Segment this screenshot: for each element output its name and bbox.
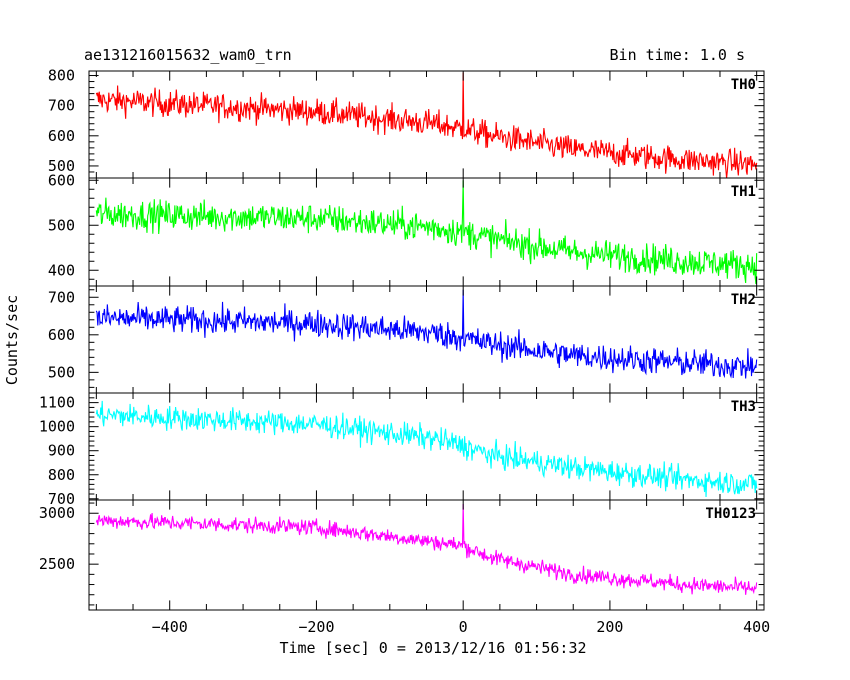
series-line-th1 (95, 180, 758, 285)
panel-label: TH0123 (705, 506, 756, 522)
y-tick-label: 400 (48, 261, 75, 279)
y-tick-label: 1000 (39, 418, 75, 436)
panel-th3: 700 800 900 1000 1100 TH3 (39, 392, 765, 508)
chart-title: ae131216015632_wam0_trn (84, 46, 292, 64)
panel-label: TH0 (731, 77, 756, 93)
y-tick-label: 700 (48, 490, 75, 508)
y-axis-title: Counts/sec (3, 295, 21, 385)
x-tick-label: −400 (152, 618, 188, 636)
y-tick-label: 500 (48, 216, 75, 234)
x-axis-title: Time [sec] 0 = 2013/12/16 01:56:32 (279, 639, 586, 657)
y-tick-label: 800 (48, 466, 75, 484)
x-tick-label: −200 (298, 618, 334, 636)
y-tick-label: 500 (48, 157, 75, 175)
panel-th1: 400 500 600 TH1 (48, 171, 765, 287)
y-tick-label: 800 (48, 67, 75, 85)
series-line-th0123 (95, 504, 758, 595)
panel-frame (88, 177, 765, 287)
y-tick-label: 700 (48, 288, 75, 306)
series-line-th0 (95, 72, 758, 178)
y-tick-label: 500 (48, 363, 75, 381)
y-tick-label: 3000 (39, 504, 75, 522)
x-tick-label: 0 (459, 618, 468, 636)
y-tick-label: 600 (48, 326, 75, 344)
y-tick-label: 1100 (39, 394, 75, 412)
panel-th0123: 2500 3000 TH0123 (39, 499, 765, 611)
panel-th0: 500 600 700 800 TH0 (48, 67, 765, 179)
panel-frame (88, 285, 765, 394)
panel-th2: 500 600 700 TH2 (48, 285, 765, 394)
y-tick-label: 2500 (39, 555, 75, 573)
y-tick-label: 700 (48, 97, 75, 115)
panel-label: TH1 (731, 184, 756, 200)
y-tick-label: 600 (48, 127, 75, 145)
x-tick-label: 400 (743, 618, 770, 636)
panel-frame (88, 499, 765, 611)
x-tick-labels: −400 −200 0 200 400 (152, 618, 771, 636)
series-line-th3 (95, 400, 758, 498)
y-tick-label: 600 (48, 171, 75, 189)
panel-frame (88, 392, 765, 501)
panel-label: TH3 (731, 399, 756, 415)
x-tick-label: 200 (596, 618, 623, 636)
bin-time-label: Bin time: 1.0 s (610, 46, 745, 64)
series-line-th2 (95, 289, 758, 379)
y-tick-label: 900 (48, 442, 75, 460)
panel-label: TH2 (731, 292, 756, 308)
